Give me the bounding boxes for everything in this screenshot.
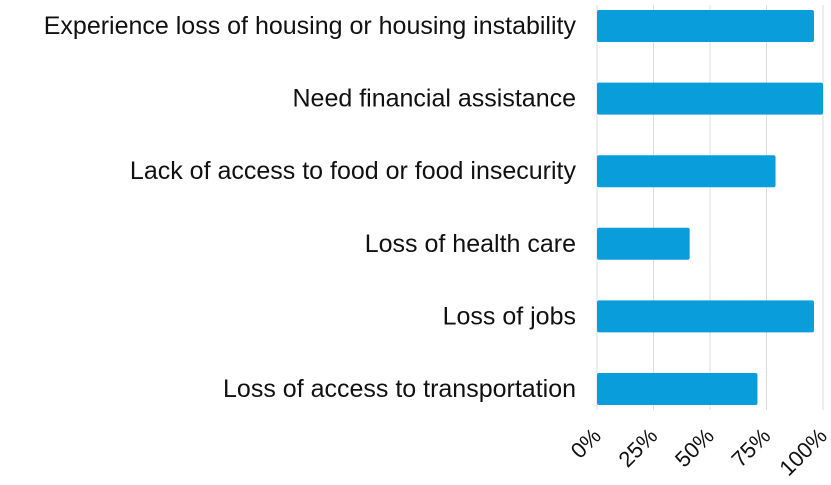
gridlines bbox=[596, 5, 824, 410]
category-label-5: Loss of access to transportation bbox=[223, 375, 576, 403]
bar-1 bbox=[597, 82, 823, 115]
bar-2 bbox=[597, 155, 776, 188]
bars bbox=[597, 10, 823, 405]
bar-4 bbox=[597, 300, 814, 333]
bar-3 bbox=[597, 227, 690, 260]
bar-5 bbox=[597, 373, 758, 405]
category-labels: Experience loss of housing or housing in… bbox=[44, 12, 577, 403]
x-tick-label-2: 50% bbox=[670, 423, 719, 472]
bar-0 bbox=[597, 10, 814, 42]
x-tick-label-0: 0% bbox=[566, 423, 606, 463]
category-label-3: Loss of health care bbox=[365, 230, 576, 258]
x-tick-labels: 0% 25% 50% 75% 100% bbox=[566, 423, 831, 480]
category-label-2: Lack of access to food or food insecurit… bbox=[130, 157, 577, 185]
category-label-4: Loss of jobs bbox=[443, 302, 576, 330]
category-label-0: Experience loss of housing or housing in… bbox=[44, 12, 577, 40]
x-tick-label-4: 100% bbox=[774, 423, 831, 480]
x-tick-label-3: 75% bbox=[727, 423, 776, 472]
category-label-1: Need financial assistance bbox=[293, 85, 577, 113]
x-tick-label-1: 25% bbox=[614, 423, 663, 472]
